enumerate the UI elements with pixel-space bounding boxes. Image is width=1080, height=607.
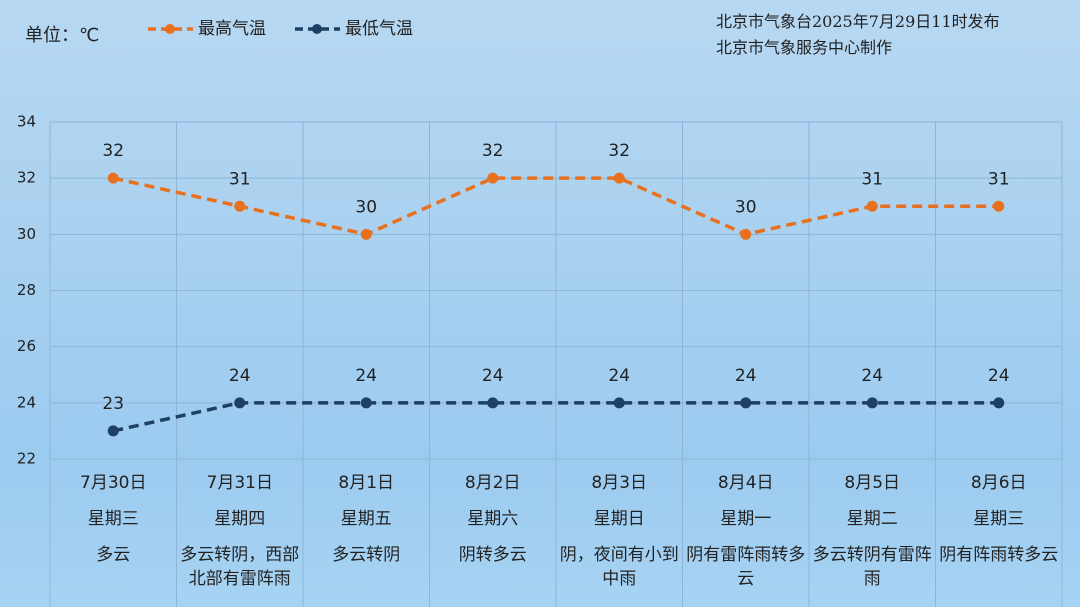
point xyxy=(866,200,878,212)
point xyxy=(360,228,372,240)
weekday-label: 星期五 xyxy=(340,509,392,529)
point xyxy=(487,172,499,184)
point xyxy=(740,228,752,240)
point xyxy=(613,397,625,409)
value-label: 31 xyxy=(861,169,883,189)
weather-label: 阴，夜间有小到中雨 xyxy=(559,545,679,589)
value-label: 24 xyxy=(355,366,377,386)
date-label: 8月6日 xyxy=(970,473,1027,493)
series-line xyxy=(112,176,999,237)
value-label: 24 xyxy=(861,366,883,386)
y-tick-label: 28 xyxy=(17,281,36,299)
source: 北京市气象服务中心制作 xyxy=(716,38,893,57)
point xyxy=(107,172,119,184)
point xyxy=(234,397,246,409)
date-label: 8月2日 xyxy=(464,473,521,493)
legend-label: 最低气温 xyxy=(345,19,413,39)
legend-marker xyxy=(312,24,322,34)
weekday-label: 星期四 xyxy=(214,509,266,529)
y-tick-label: 34 xyxy=(17,113,36,131)
point xyxy=(740,397,752,409)
weekday-label: 星期一 xyxy=(720,509,772,529)
date-label: 8月4日 xyxy=(717,473,774,493)
value-label: 24 xyxy=(735,366,757,386)
weather-label: 多云转阴，西部北部有雷阵雨 xyxy=(180,545,300,589)
value-label: 30 xyxy=(355,197,377,217)
value-label: 24 xyxy=(608,366,630,386)
unit-label: 单位：℃ xyxy=(25,25,99,46)
value-label: 30 xyxy=(735,197,757,217)
date-label: 7月31日 xyxy=(206,473,273,493)
y-tick-label: 32 xyxy=(17,169,36,187)
point xyxy=(360,397,372,409)
date-label: 8月5日 xyxy=(844,473,901,493)
weekday-label: 星期三 xyxy=(973,509,1025,529)
value-label: 32 xyxy=(482,141,504,161)
weather-label: 多云转阴有雷阵雨 xyxy=(812,545,932,589)
series-line xyxy=(112,401,999,433)
y-tick-label: 24 xyxy=(17,393,36,411)
legend-marker xyxy=(165,24,175,34)
weather-label: 阴有阵雨转多云 xyxy=(939,545,1059,565)
point xyxy=(107,425,119,437)
y-tick-label: 22 xyxy=(17,450,36,468)
value-label: 31 xyxy=(229,169,251,189)
point xyxy=(866,397,878,409)
point xyxy=(234,200,246,212)
weekday-label: 星期日 xyxy=(593,509,645,529)
value-label: 31 xyxy=(988,169,1010,189)
y-tick-label: 30 xyxy=(17,225,36,243)
weather-label: 多云 xyxy=(96,545,131,565)
source: 北京市气象台2025年7月29日11时发布 xyxy=(716,12,1000,31)
weekday-label: 星期三 xyxy=(87,509,139,529)
weekday-label: 星期二 xyxy=(846,509,898,529)
date-label: 8月3日 xyxy=(591,473,648,493)
weather-label: 阴有雷阵雨转多云 xyxy=(686,545,806,589)
value-label: 32 xyxy=(608,141,630,161)
weekday-label: 星期六 xyxy=(467,509,519,529)
y-tick-label: 26 xyxy=(17,337,36,355)
weather-label: 多云转阴 xyxy=(332,545,401,565)
point xyxy=(487,397,499,409)
point xyxy=(993,397,1005,409)
date-label: 8月1日 xyxy=(338,473,395,493)
point xyxy=(993,200,1005,212)
point xyxy=(613,172,625,184)
value-label: 32 xyxy=(102,141,124,161)
weather-label: 阴转多云 xyxy=(458,545,527,565)
date-label: 7月30日 xyxy=(80,473,147,493)
value-label: 23 xyxy=(102,394,124,414)
value-label: 24 xyxy=(482,366,504,386)
legend-label: 最高气温 xyxy=(198,19,266,39)
value-label: 24 xyxy=(229,366,251,386)
value-label: 24 xyxy=(988,366,1010,386)
